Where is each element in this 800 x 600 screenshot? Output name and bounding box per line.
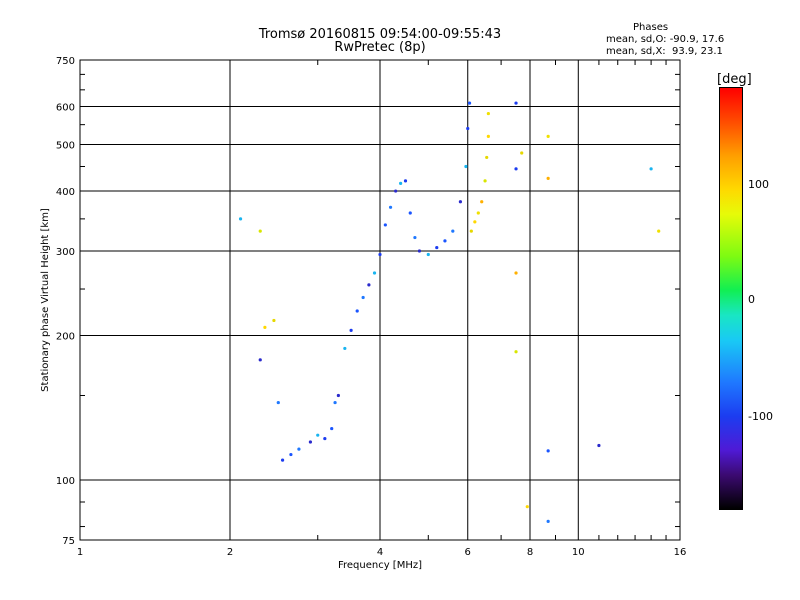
data-point bbox=[408, 211, 412, 215]
y-tick-label: 750 bbox=[56, 56, 75, 67]
data-point bbox=[546, 176, 550, 181]
colorbar-tick-100: 100 bbox=[748, 178, 769, 191]
data-point bbox=[486, 111, 490, 116]
y-tick-label: 400 bbox=[56, 187, 75, 198]
data-point bbox=[469, 229, 473, 233]
y-tick-label: 300 bbox=[56, 247, 75, 258]
y-tick-label: 200 bbox=[56, 332, 75, 343]
data-point bbox=[388, 205, 393, 209]
colorbar-tick-0: 0 bbox=[748, 293, 755, 306]
data-point bbox=[649, 167, 653, 171]
data-point bbox=[355, 309, 359, 313]
data-point bbox=[467, 101, 472, 105]
data-point bbox=[473, 220, 477, 224]
data-point bbox=[403, 179, 408, 183]
data-point bbox=[276, 400, 280, 405]
data-point bbox=[417, 249, 422, 253]
y-axis-label: Stationary phase Virtual Height [km] bbox=[40, 208, 51, 392]
phase-colorbar bbox=[719, 87, 743, 510]
data-point bbox=[480, 200, 484, 204]
data-point bbox=[336, 393, 340, 398]
data-point bbox=[394, 189, 398, 193]
phases-heading: Phases bbox=[633, 22, 669, 33]
data-point bbox=[316, 433, 320, 437]
data-point bbox=[485, 155, 489, 160]
data-point bbox=[258, 358, 262, 362]
data-point bbox=[263, 325, 267, 329]
data-point bbox=[546, 449, 550, 453]
axis-ticks: 1 2 4 6 8 10 16 75 100 200 300 400 500 600 750 bbox=[56, 56, 686, 558]
data-point bbox=[330, 426, 334, 431]
chart-title: Tromsø 20160815 09:54:00-09:55:43 bbox=[258, 27, 502, 42]
data-point bbox=[399, 181, 403, 185]
x-tick-label: 4 bbox=[377, 547, 383, 558]
colorbar-tick-minus-100: -100 bbox=[748, 410, 773, 423]
phases-x-stats: mean, sd,X: 93.9, 23.1 bbox=[606, 46, 723, 57]
data-point bbox=[483, 179, 487, 183]
x-axis-label: Frequency [MHz] bbox=[338, 560, 422, 571]
data-point bbox=[466, 126, 470, 131]
data-point bbox=[372, 271, 377, 275]
data-point bbox=[546, 134, 550, 138]
x-tick-label: 1 bbox=[77, 547, 83, 558]
data-points bbox=[238, 101, 661, 523]
data-point bbox=[349, 328, 353, 332]
data-point bbox=[514, 271, 518, 275]
data-point bbox=[280, 458, 285, 462]
chart-subtitle: RwPretec (8p) bbox=[334, 40, 426, 55]
data-point bbox=[272, 318, 276, 323]
data-point bbox=[443, 239, 447, 243]
data-point bbox=[520, 151, 524, 155]
data-point bbox=[343, 346, 347, 351]
x-tick-label: 6 bbox=[465, 547, 471, 558]
x-tick-label: 8 bbox=[527, 547, 533, 558]
data-point bbox=[458, 200, 463, 204]
y-tick-label: 600 bbox=[56, 103, 75, 114]
data-point bbox=[657, 229, 661, 233]
data-point bbox=[546, 519, 550, 523]
data-point bbox=[289, 452, 293, 457]
y-tick-label: 500 bbox=[56, 141, 75, 152]
data-point bbox=[514, 350, 518, 354]
data-point bbox=[597, 443, 601, 448]
data-point bbox=[323, 436, 327, 441]
x-tick-label: 2 bbox=[227, 547, 233, 558]
data-point bbox=[426, 252, 430, 257]
data-point bbox=[486, 134, 490, 138]
x-tick-label: 10 bbox=[572, 547, 585, 558]
data-point bbox=[378, 252, 382, 257]
data-point bbox=[367, 283, 371, 287]
data-point bbox=[451, 229, 455, 233]
data-point bbox=[258, 229, 262, 233]
data-point bbox=[238, 217, 243, 221]
data-point bbox=[333, 400, 337, 405]
colorbar-label: [deg] bbox=[717, 72, 752, 87]
data-point bbox=[464, 164, 468, 169]
data-point bbox=[383, 223, 387, 227]
data-point bbox=[308, 440, 313, 444]
grid-lines bbox=[80, 60, 680, 540]
data-point bbox=[476, 211, 480, 215]
data-point bbox=[435, 245, 439, 250]
data-point bbox=[525, 505, 529, 509]
x-tick-label: 16 bbox=[674, 547, 687, 558]
phases-o-stats: mean, sd,O: -90.9, 17.6 bbox=[606, 34, 725, 45]
data-point bbox=[297, 447, 301, 451]
data-point bbox=[413, 235, 417, 240]
data-point bbox=[514, 167, 518, 171]
y-tick-label: 100 bbox=[56, 476, 75, 487]
data-point bbox=[514, 101, 518, 105]
data-point bbox=[361, 295, 365, 300]
y-tick-label: 75 bbox=[62, 536, 75, 547]
